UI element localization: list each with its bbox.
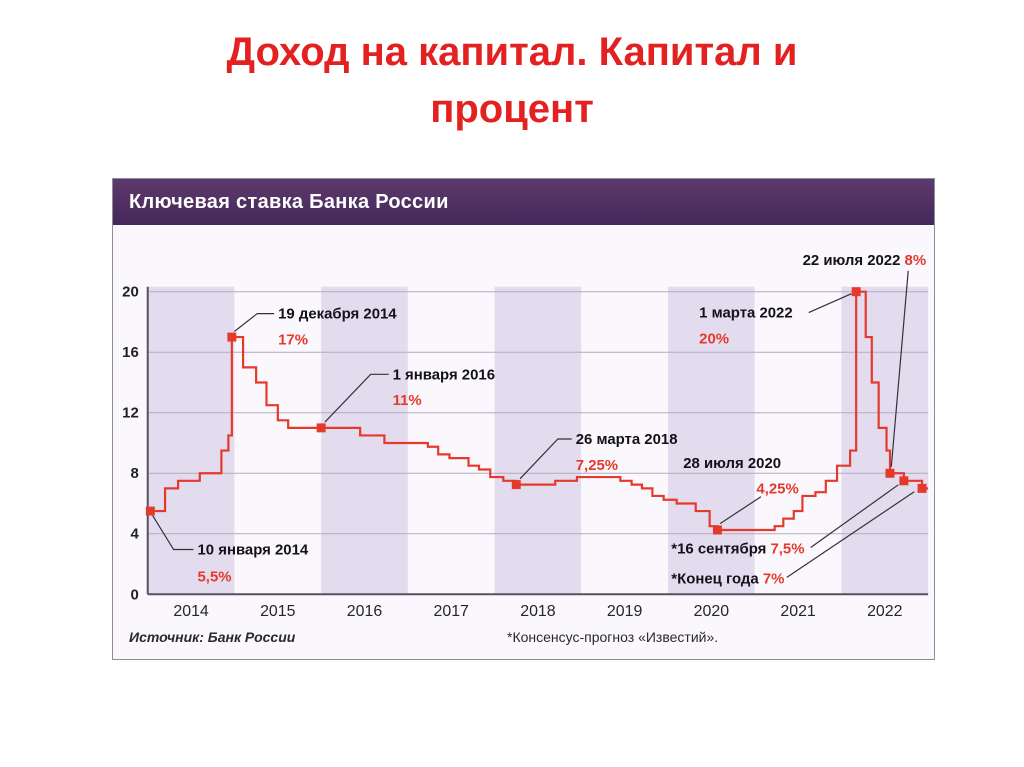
y-tick-label: 16 <box>122 344 139 361</box>
year-band <box>668 286 755 595</box>
annotation-leader <box>719 496 762 525</box>
year-band <box>841 286 929 595</box>
x-tick-label: 2018 <box>520 603 556 620</box>
annotation-text: 1 января 2016 <box>393 366 495 383</box>
slide-title-line1: Доход на капитал. Капитал и <box>226 30 798 74</box>
annotation-text: 22 июля 2022 8% <box>803 252 927 269</box>
annotation-leader <box>324 373 389 423</box>
annotation-leader <box>810 484 899 548</box>
chart-source: Источник: Банк России <box>129 629 296 645</box>
annotation-leader <box>786 491 915 578</box>
data-marker <box>712 525 722 535</box>
data-marker <box>227 332 237 342</box>
annotation-text: 28 июля 2020 <box>683 455 781 472</box>
year-band <box>754 286 842 595</box>
annotation-text: 19 декабря 2014 <box>278 306 397 323</box>
data-marker <box>511 480 521 490</box>
annotation-leader <box>233 312 275 332</box>
annotation-text: 5,5% <box>198 568 232 585</box>
annotation-text: 20% <box>699 330 729 347</box>
data-marker <box>145 506 155 516</box>
annotation-leader <box>808 293 852 314</box>
data-marker <box>899 476 909 486</box>
year-band <box>581 286 669 595</box>
y-tick-label: 4 <box>130 526 139 543</box>
slide-title-line2: процент <box>430 87 594 131</box>
year-band <box>407 286 495 595</box>
data-marker <box>316 423 326 433</box>
year-band <box>234 286 322 595</box>
data-marker <box>885 468 895 478</box>
annotation-text: 1 марта 2022 <box>699 305 792 322</box>
data-marker <box>851 287 861 297</box>
x-tick-label: 2016 <box>347 603 383 620</box>
x-tick-label: 2015 <box>260 603 296 620</box>
annotation-text: 11% <box>393 392 422 409</box>
x-tick-label: 2022 <box>867 603 903 620</box>
annotation-text: 4,25% <box>756 481 798 498</box>
annotation-text: 26 марта 2018 <box>576 431 678 448</box>
y-tick-label: 0 <box>130 586 138 603</box>
annotation-text: 7,25% <box>576 457 618 474</box>
y-tick-label: 12 <box>122 405 139 422</box>
rate-step-line <box>150 290 929 532</box>
year-band <box>147 286 235 595</box>
data-marker <box>917 483 927 493</box>
slide-title: Доход на капитал. Капитал и процент <box>0 24 1024 138</box>
year-band <box>321 286 408 595</box>
annotation-leader <box>152 515 194 551</box>
year-band <box>494 286 582 595</box>
x-tick-label: 2021 <box>780 603 816 620</box>
annotation-text: *Конец года 7% <box>671 570 784 587</box>
x-tick-label: 2020 <box>694 603 730 620</box>
key-rate-chart: 0 4 8 12 16 20 2014 2015 2016 2017 2018 2019 2020 202… <box>122 252 929 620</box>
chart-panel: Ключевая ставка Банка России 0 4 8 12 16 20 20… <box>112 178 935 660</box>
annotation-text: *16 сентября 7,5% <box>671 540 804 557</box>
y-tick-label: 8 <box>130 465 138 482</box>
chart-header: Ключевая ставка Банка России <box>113 179 934 225</box>
annotation-text: 17% <box>278 331 308 348</box>
x-tick-label: 2019 <box>607 603 643 620</box>
x-tick-label: 2017 <box>434 603 470 620</box>
chart-note: *Консенсус-прогноз «Известий». <box>507 629 719 645</box>
annotation-leader <box>890 270 909 467</box>
x-tick-label: 2014 <box>173 603 209 620</box>
annotation-leader <box>519 438 572 480</box>
y-tick-label: 20 <box>122 284 139 301</box>
annotation-text: 10 января 2014 <box>198 541 309 558</box>
